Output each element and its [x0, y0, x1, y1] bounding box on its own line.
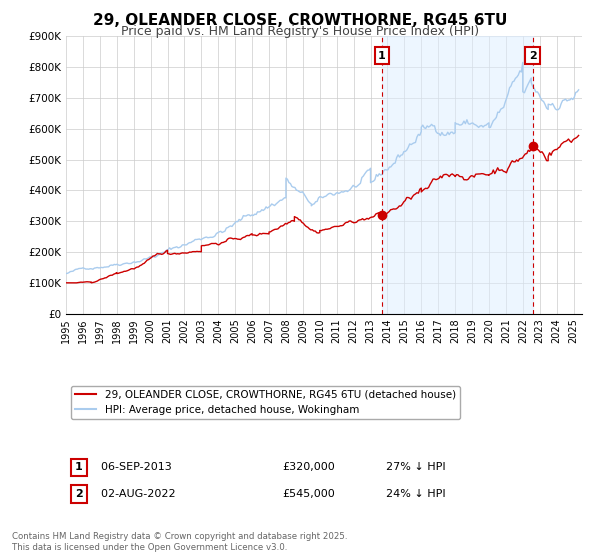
Text: Contains HM Land Registry data © Crown copyright and database right 2025.
This d: Contains HM Land Registry data © Crown c… — [12, 532, 347, 552]
Text: 29, OLEANDER CLOSE, CROWTHORNE, RG45 6TU: 29, OLEANDER CLOSE, CROWTHORNE, RG45 6TU — [93, 13, 507, 28]
Text: Price paid vs. HM Land Registry's House Price Index (HPI): Price paid vs. HM Land Registry's House … — [121, 25, 479, 38]
Text: 06-SEP-2013: 06-SEP-2013 — [94, 463, 172, 473]
Text: 02-AUG-2022: 02-AUG-2022 — [94, 489, 176, 499]
Text: 24% ↓ HPI: 24% ↓ HPI — [386, 489, 446, 499]
Text: £320,000: £320,000 — [283, 463, 335, 473]
Legend: 29, OLEANDER CLOSE, CROWTHORNE, RG45 6TU (detached house), HPI: Average price, d: 29, OLEANDER CLOSE, CROWTHORNE, RG45 6TU… — [71, 386, 460, 419]
Text: 27% ↓ HPI: 27% ↓ HPI — [386, 463, 446, 473]
Text: £545,000: £545,000 — [283, 489, 335, 499]
Text: 2: 2 — [75, 489, 83, 499]
Text: 2: 2 — [529, 51, 536, 61]
Text: 1: 1 — [378, 51, 386, 61]
Text: 1: 1 — [75, 463, 83, 473]
Bar — [382, 36, 533, 314]
